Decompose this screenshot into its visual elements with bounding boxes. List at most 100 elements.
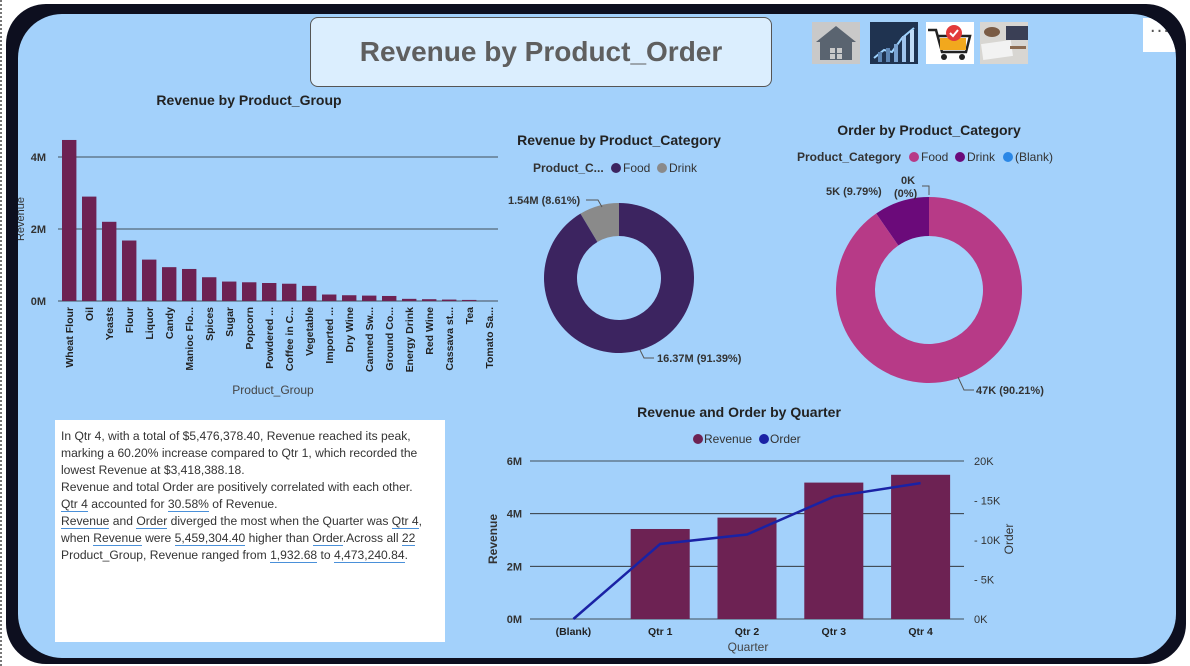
y2-tick-label: - 10K [974, 535, 1001, 547]
donut-slice[interactable] [836, 197, 1023, 383]
bar[interactable] [442, 299, 457, 301]
bar[interactable] [102, 221, 117, 301]
narrative-text: Product_Group, Revenue ranged from [61, 548, 271, 562]
x-tick-label: (Blank) [556, 626, 592, 638]
order-line[interactable] [572, 481, 921, 620]
more-options-button[interactable]: ··· [1143, 18, 1176, 52]
bar[interactable] [262, 283, 277, 301]
y-tick-label: 4M [31, 152, 46, 164]
legend-drink-label: Drink [967, 150, 996, 164]
legend-food-swatch [611, 163, 621, 173]
x-tick-label: Sugar [224, 307, 236, 337]
x-tick-label: Oil [84, 307, 96, 321]
data-label-drink: 5K (9.79%) [826, 186, 882, 198]
leader-line-food [957, 376, 974, 391]
bar[interactable] [382, 295, 397, 301]
x-tick-label: Qtr 4 [908, 626, 933, 638]
bar[interactable] [804, 482, 864, 619]
narrative-value[interactable]: Revenue [61, 514, 110, 529]
legend-blank-label: (Blank) [1015, 150, 1053, 164]
business-meeting-image-icon[interactable] [980, 22, 1028, 64]
y-tick-label: 4M [507, 509, 522, 521]
home-icon[interactable] [812, 22, 860, 64]
y2-tick-label: 0K [974, 614, 988, 626]
narrative-paragraph-2: Revenue and total Order are positively c… [61, 480, 413, 494]
bar[interactable] [402, 298, 417, 301]
smart-narrative: In Qtr 4, with a total of $5,476,378.40,… [55, 420, 445, 642]
x-tick-label: Liquor [144, 307, 156, 340]
narrative-value[interactable]: 4,473,240.84 [333, 548, 405, 563]
bar[interactable] [462, 299, 477, 301]
shopping-cart-icon[interactable] [926, 22, 974, 64]
y2-axis-label: Order [1002, 524, 1016, 555]
legend-drink-swatch [955, 152, 965, 162]
narrative-value[interactable]: 1,932.68 [270, 548, 318, 563]
bar[interactable] [182, 268, 197, 301]
bar[interactable] [322, 294, 337, 301]
bar[interactable] [362, 295, 377, 301]
narrative-value[interactable]: Qtr 4 [61, 497, 88, 512]
x-tick-label: Ground Co... [384, 307, 396, 371]
x-tick-label: Qtr 2 [735, 626, 760, 638]
revenue-and-order-by-quarter-chart: Revenue and Order by Quarter Revenue Ord… [486, 404, 1016, 654]
legend-drink-swatch [657, 163, 667, 173]
bar[interactable] [891, 474, 951, 619]
narrative-text: diverged the most when the Quarter was [167, 514, 392, 528]
chart-title: Revenue by Product_Category [517, 132, 721, 148]
x-tick-label: Energy Drink [404, 307, 416, 373]
page-title-box: Revenue by Product_Order [310, 17, 772, 87]
y-tick-label: 2M [31, 224, 46, 236]
y-axis-label: Revenue [18, 197, 27, 241]
chart-title: Revenue by Product_Group [156, 92, 341, 108]
bar[interactable] [422, 299, 437, 301]
analytics-image-icon[interactable] [870, 22, 918, 64]
bar[interactable] [122, 240, 137, 301]
data-label-food: 47K (90.21%) [976, 385, 1044, 397]
narrative-paragraph-3: Qtr 4 accounted for 30.58% of Revenue. [61, 496, 439, 513]
y2-tick-label: - 15K [974, 496, 1001, 508]
narrative-text: , when [61, 514, 423, 545]
bar[interactable] [242, 282, 257, 301]
narrative-text: of Revenue. [208, 497, 278, 511]
donut-slice[interactable] [580, 203, 619, 242]
dashboard-canvas: Revenue by Product_Order [18, 14, 1176, 658]
narrative-value[interactable]: Order [312, 531, 343, 546]
donut-slice[interactable] [544, 203, 695, 353]
narrative-value[interactable]: 5,459,304.40 [174, 531, 246, 546]
legend-drink-label: Drink [669, 161, 698, 175]
bar[interactable] [202, 277, 217, 301]
chart-title: Revenue and Order by Quarter [637, 404, 841, 420]
legend-blank-swatch [1003, 152, 1013, 162]
legend-food-label: Food [921, 150, 948, 164]
x-tick-label: Popcorn [244, 307, 256, 350]
narrative-text: to [317, 548, 334, 562]
bar[interactable] [162, 267, 177, 301]
bar[interactable] [62, 139, 77, 301]
bar[interactable] [82, 196, 97, 301]
narrative-text: higher than [245, 531, 313, 545]
data-label-drink: 1.54M (8.61%) [508, 195, 580, 207]
bar[interactable] [302, 285, 317, 301]
charts-layer: Revenue by Product_Group Revenue Product… [18, 92, 1053, 654]
narrative-text: were [141, 531, 175, 545]
bar[interactable] [342, 295, 357, 301]
narrative-value[interactable]: Order [136, 514, 168, 529]
x-tick-label: Imported ... [324, 307, 336, 364]
narrative-value[interactable]: Revenue [93, 531, 142, 546]
narrative-value[interactable]: 30.58% [167, 497, 209, 512]
bar[interactable] [222, 281, 237, 301]
x-tick-label: Cassava st... [444, 307, 456, 371]
narrative-value[interactable]: Qtr 4 [391, 514, 419, 529]
order-by-product-category-chart: Order by Product_Category Product_Catego… [797, 122, 1053, 397]
bar[interactable] [282, 283, 297, 301]
narrative-value[interactable]: 22 [401, 531, 416, 546]
y-axis-label: Revenue [486, 514, 500, 564]
x-tick-label: Canned Sw... [364, 307, 376, 372]
x-tick-label: Candy [164, 307, 176, 339]
data-label-food: 16.37M (91.39%) [657, 353, 742, 365]
donut-slice[interactable] [876, 197, 929, 246]
x-tick-label: Qtr 3 [822, 626, 847, 638]
bar[interactable] [142, 259, 157, 301]
bar[interactable] [717, 517, 777, 619]
